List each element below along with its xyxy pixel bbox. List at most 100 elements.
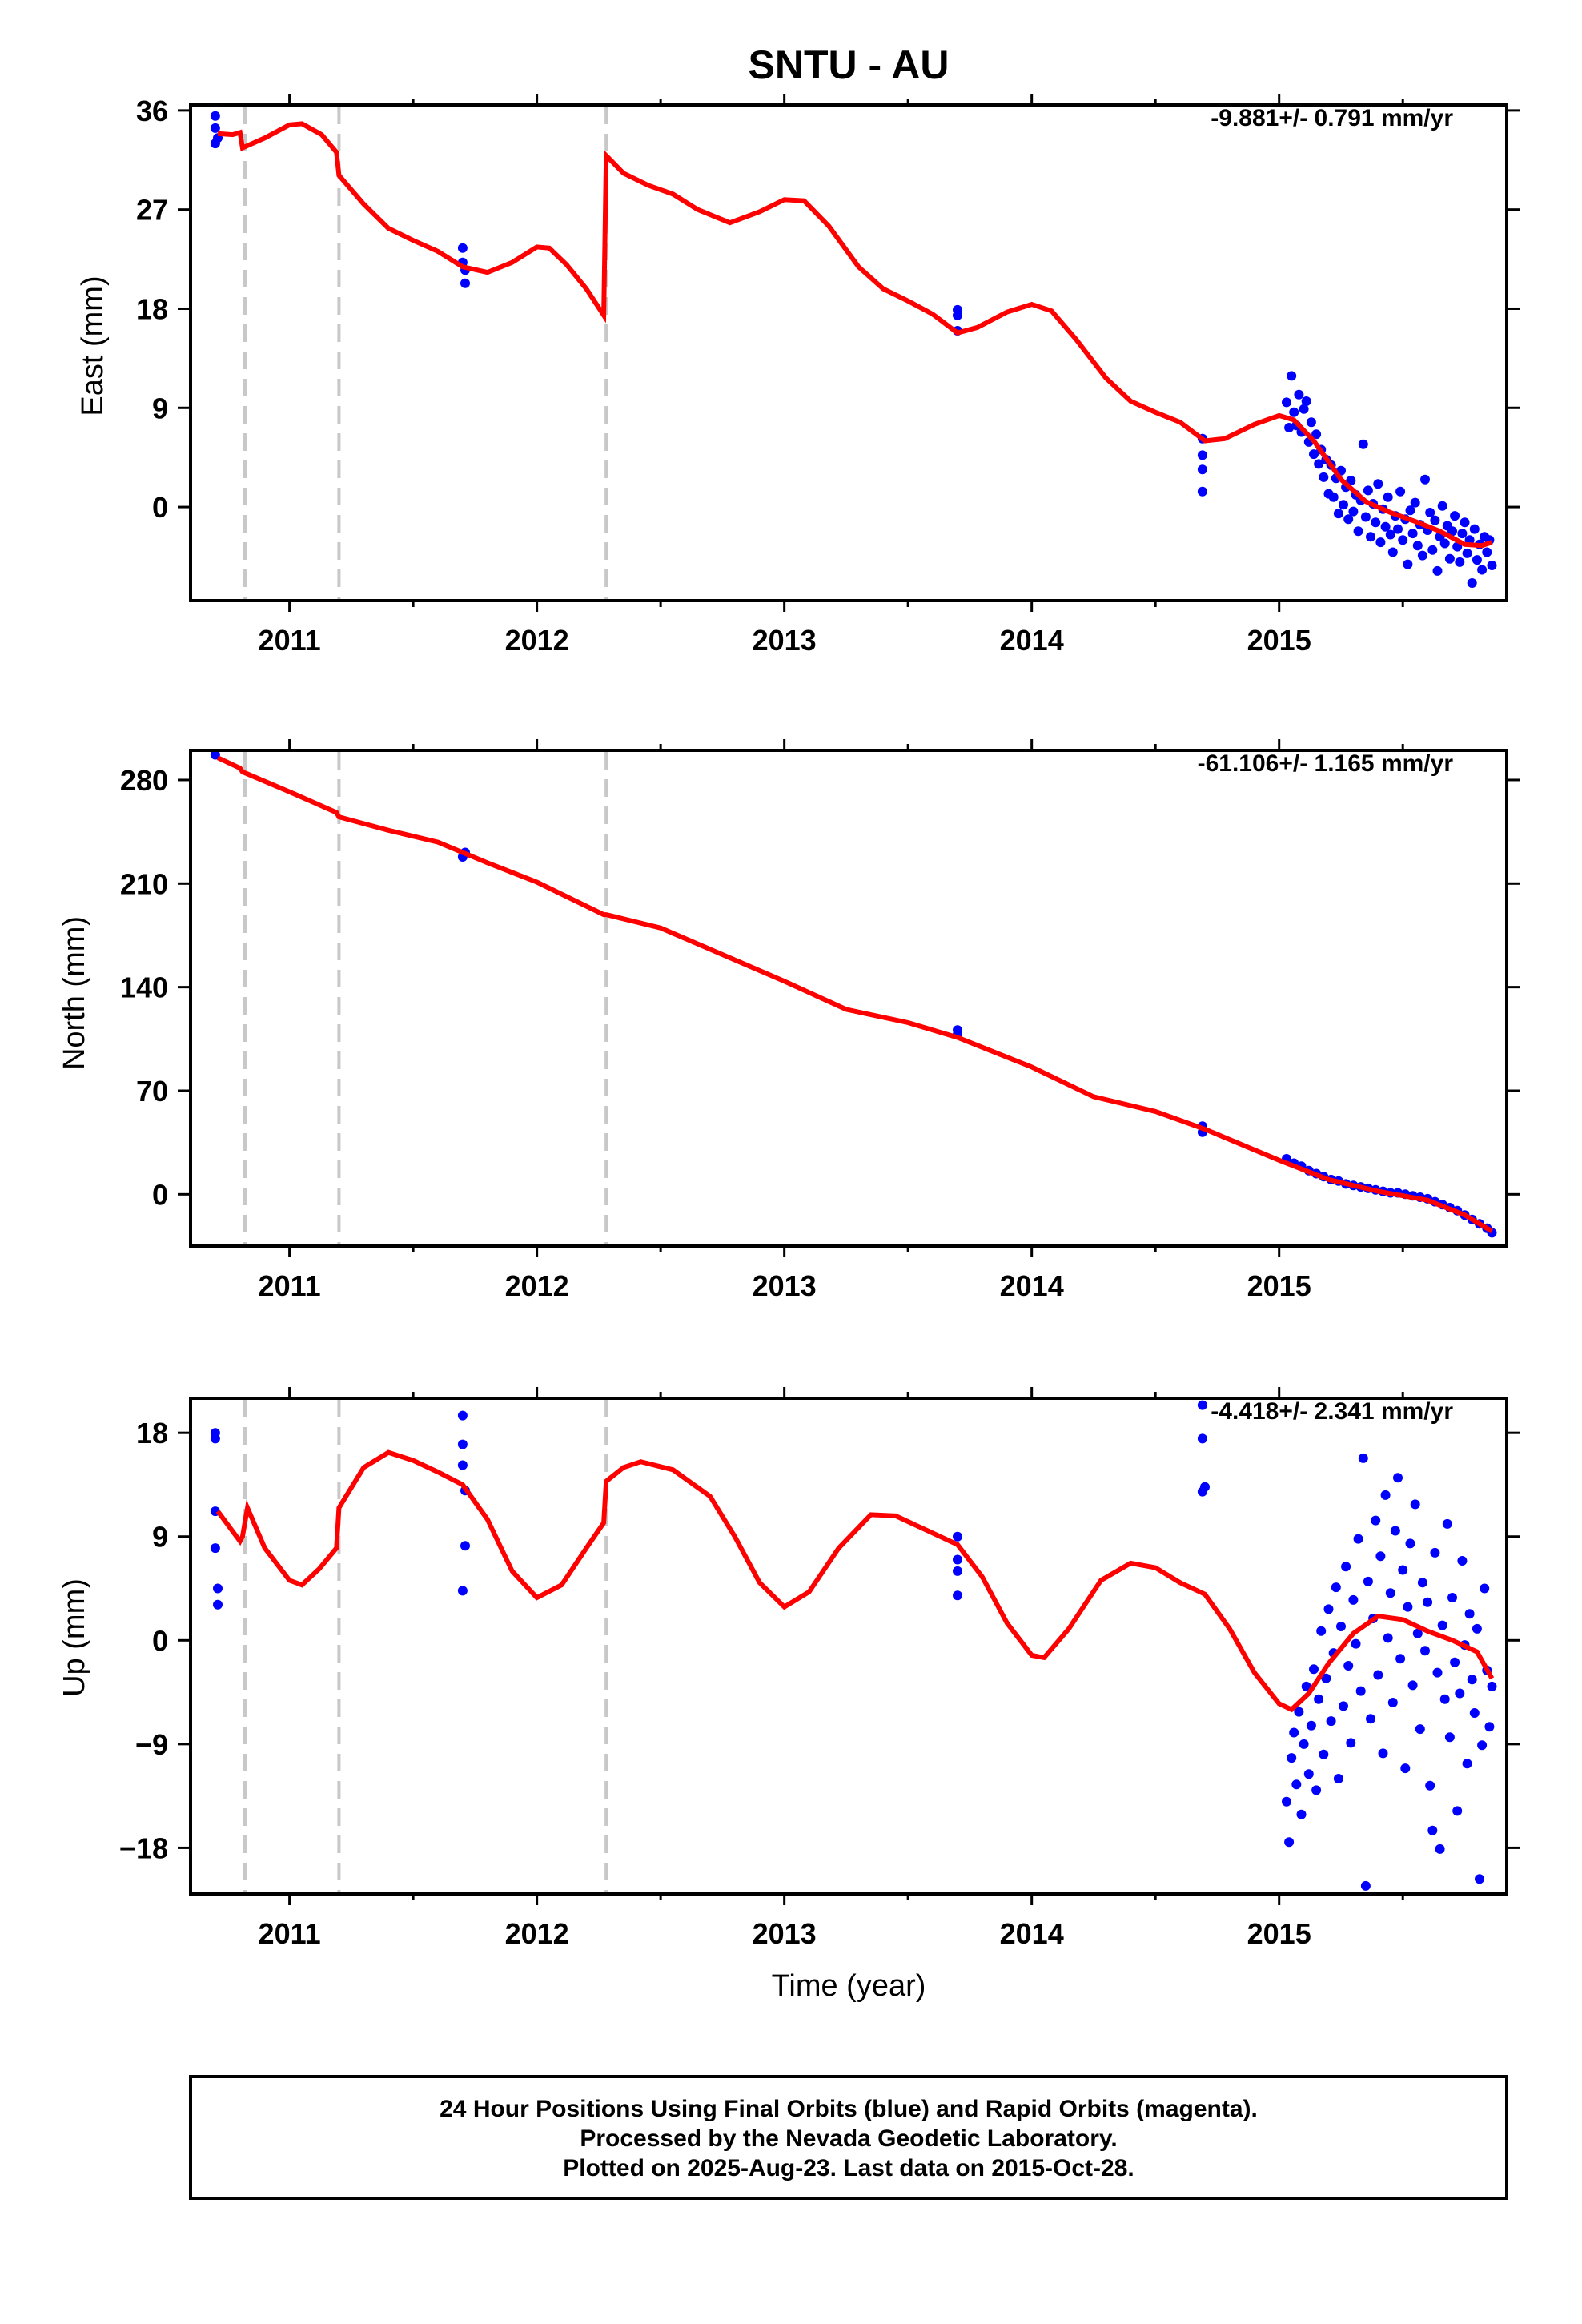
east-observation-point [1197,450,1207,460]
up-observation-point [1469,1708,1480,1718]
east-y-axis-label: East (mm) [76,275,110,416]
up-observation-point [1400,1763,1411,1774]
up-panel: 2011 2012 2013 2014 2015 18 9 0 −9 −18 -4.418+/-… [58,1387,1520,1950]
footer-box: 24 Hour Positions Using Final Orbits (bl… [189,2075,1508,2200]
up-model-line [215,1449,1495,1713]
east-observation-point [1467,578,1477,588]
east-plot-frame [189,103,1508,602]
north-y-tick-label: 140 [120,971,168,1004]
up-observation-point [1435,1844,1445,1854]
up-x-tick-label: 2012 [505,1917,569,1950]
up-observation-point [457,1439,468,1449]
north-y-tick-label: 280 [120,764,168,797]
up-observation-point [1477,1740,1488,1751]
east-y-tick-label: 9 [152,392,168,424]
up-observation-point [1442,1518,1452,1529]
up-observation-point [1455,1688,1465,1699]
up-observations [210,1400,1497,1891]
east-observation-point [1472,555,1482,565]
up-observation-point [1351,1638,1361,1649]
up-y-ticks: 18 9 0 −9 −18 [119,1417,1520,1864]
north-observations [210,750,1497,1238]
up-observation-point [1291,1779,1302,1790]
east-observation-point [1353,526,1363,537]
up-observation-point [953,1531,962,1542]
up-rate-label: -4.418+/- 2.341 mm/yr [1211,1398,1453,1425]
east-rate-label: -9.881+/- 0.791 mm/yr [1211,105,1453,131]
north-x-ticks: 2011 2012 2013 2014 2015 [259,739,1404,1302]
up-observation-point [1339,1701,1348,1711]
up-observation-point [1314,1694,1324,1704]
east-x-tick-label: 2014 [1000,624,1064,657]
up-observation-point [1373,1670,1383,1680]
east-observation-point [1314,459,1324,469]
east-observation-point [1328,492,1339,502]
east-observation-point [1387,547,1398,557]
east-observation-point [1439,538,1450,549]
up-observation-point [1363,1576,1373,1586]
up-y-tick-label: 0 [152,1624,168,1657]
up-equipment-lines [243,1400,608,1892]
north-equipment-lines [243,752,608,1244]
east-observation-point [1358,439,1368,449]
east-observation-point [1380,521,1391,532]
east-observation-point [210,111,220,121]
east-observation-point [1284,423,1295,432]
up-observation-point [1316,1626,1327,1636]
up-observation-point [1197,1486,1207,1497]
east-observation-point [1437,501,1447,511]
up-observation-point [1480,1583,1490,1594]
east-observation-point [1289,407,1299,417]
east-observation-point [1403,559,1413,569]
up-observation-point [1333,1774,1343,1783]
up-observation-point [1405,1538,1415,1549]
x-axis-label: Time (year) [772,1969,926,2003]
up-observation-point [1475,1874,1484,1884]
up-observation-point [1432,1667,1443,1678]
east-observation-point [460,278,470,288]
east-y-ticks: 36 27 18 9 0 [136,94,1520,524]
east-observation-point [1309,449,1319,460]
up-y-tick-label: −9 [135,1728,168,1761]
east-equipment-lines [243,107,608,599]
up-observation-point [1464,1609,1475,1619]
up-observation-point [1311,1785,1322,1795]
east-y-tick-label: 36 [136,94,168,127]
east-observation-point [1398,535,1408,545]
up-observation-point [1395,1654,1406,1664]
east-observation-point [1455,557,1465,567]
east-y-tick-label: 18 [136,292,168,325]
up-observation-point [1375,1551,1386,1562]
up-observation-point [1299,1739,1309,1749]
east-observation-point [1294,389,1304,400]
up-observation-point [210,1543,220,1554]
north-x-tick-label: 2013 [753,1269,817,1302]
east-observation-point [1425,508,1435,517]
up-observation-point [953,1566,962,1576]
up-observation-point [1197,1400,1207,1410]
east-observation-point [1462,548,1472,558]
east-observation-point [1412,541,1423,551]
up-observation-point [1378,1748,1388,1759]
east-observation-point [1301,396,1311,406]
east-observation-point [1197,486,1207,497]
up-observation-point [1383,1633,1393,1643]
up-observation-point [1398,1565,1408,1575]
east-observation-point [1287,371,1297,381]
up-observation-point [1346,1738,1356,1748]
north-rate-label: -61.106+/- 1.165 mm/yr [1198,750,1454,777]
east-observation-point [1348,506,1359,517]
east-observation-point [1447,526,1457,537]
up-observation-point [1371,1515,1381,1526]
up-observation-point [1430,1547,1440,1558]
east-observation-point [1383,492,1393,502]
up-observation-point [1319,1749,1329,1759]
up-observation-point [1380,1490,1391,1500]
north-x-tick-label: 2012 [505,1269,569,1302]
east-observation-point [1343,514,1354,525]
east-observation-point [1306,417,1316,428]
up-observation-point [1294,1707,1304,1717]
up-observation-point [1462,1759,1472,1769]
east-observations [210,111,1497,588]
